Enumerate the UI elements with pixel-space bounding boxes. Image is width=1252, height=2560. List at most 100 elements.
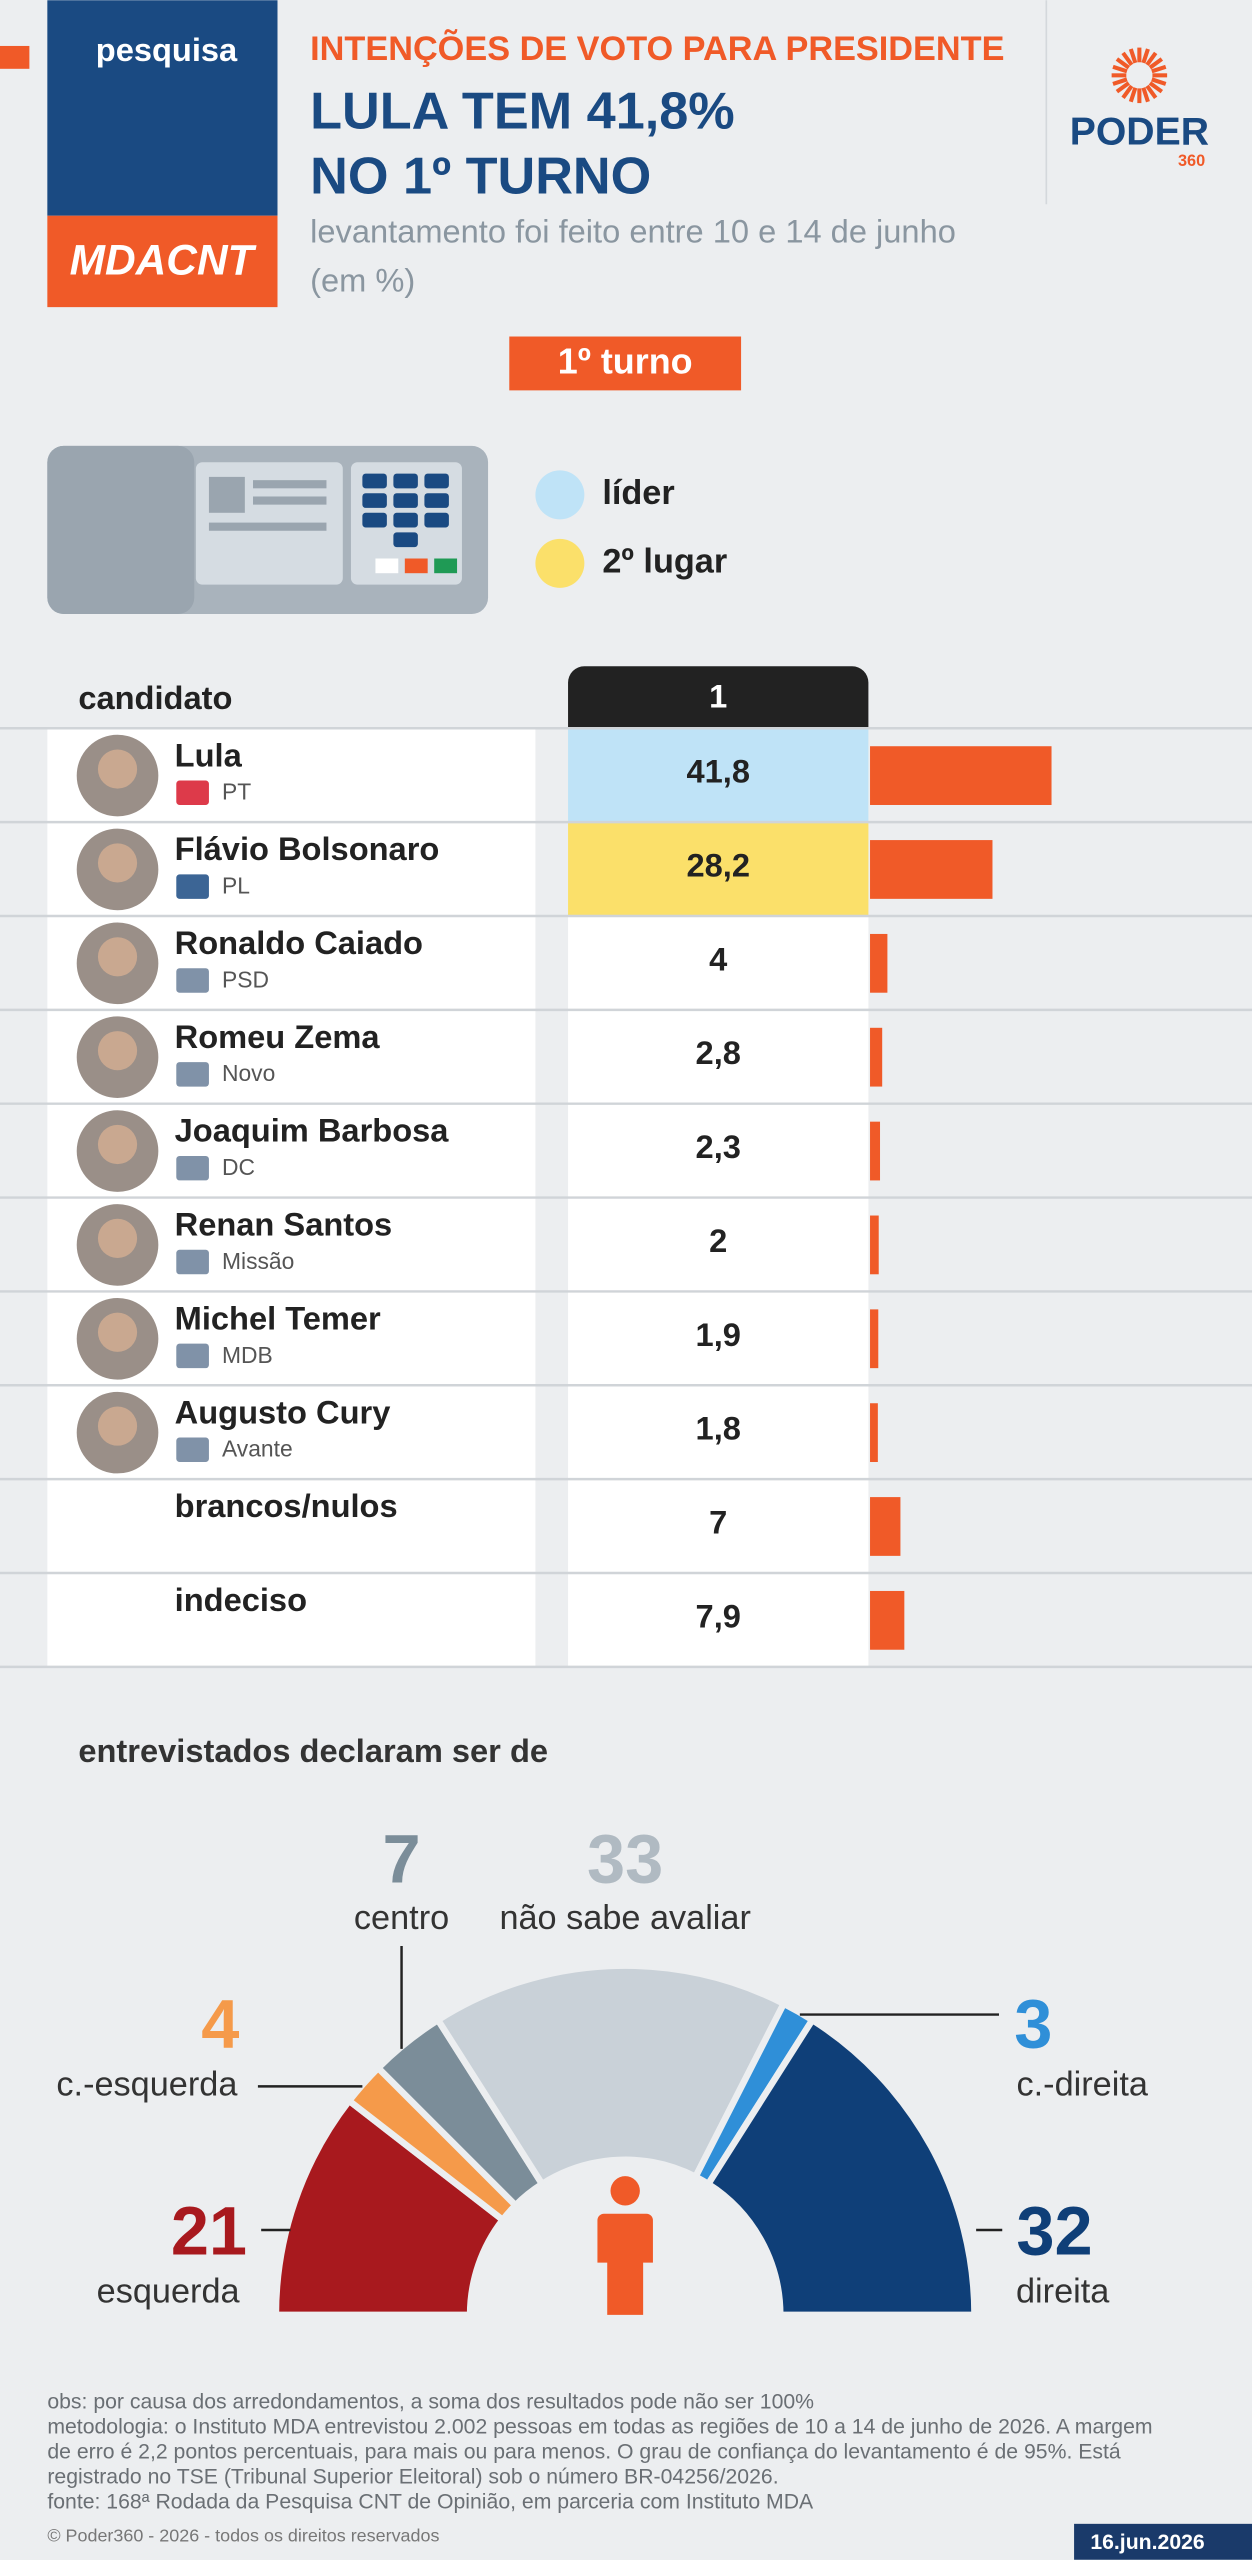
tag: pesquisa <box>96 31 238 68</box>
sun-ray <box>1121 51 1134 66</box>
round-column: 1 <box>709 678 727 715</box>
key <box>424 493 449 508</box>
value-label: 2,8 <box>696 1034 741 1071</box>
accent-tab <box>0 45 30 69</box>
key <box>424 512 449 528</box>
photo-face <box>97 1031 138 1071</box>
party-logo <box>176 780 209 805</box>
date: 16.jun.2026 <box>1090 2531 1205 2554</box>
bar <box>870 1590 905 1650</box>
screen-line <box>253 480 327 489</box>
candidate-name: Augusto Cury <box>175 1393 391 1430</box>
brand-box <box>47 215 278 308</box>
bar <box>870 1215 879 1275</box>
key <box>393 473 418 489</box>
key <box>393 532 418 548</box>
copyright: © Poder360 - 2026 - todos os direitos re… <box>47 2526 439 2546</box>
key-orange <box>404 558 428 574</box>
footer-note: metodologia: o Instituto MDA entrevistou… <box>47 2416 1152 2439</box>
person-icon <box>597 2176 653 2315</box>
photo-face <box>97 1312 138 1352</box>
segment <box>433 1962 789 2189</box>
value-cell <box>568 1103 869 1198</box>
ideology-title: entrevistados declaram ser de <box>78 1732 548 1769</box>
candidate-name: Ronaldo Caiado <box>175 924 423 961</box>
party-logo <box>176 968 209 993</box>
party-logo <box>176 1062 209 1087</box>
person-body <box>597 2213 653 2315</box>
value-label: 1,9 <box>696 1316 741 1353</box>
key-green <box>434 558 458 574</box>
title: NO 1º TURNO <box>310 148 651 206</box>
key <box>362 493 387 508</box>
screen-line <box>208 522 327 531</box>
logo: PODER <box>1070 110 1209 153</box>
candidate-name: Michel Temer <box>175 1299 381 1336</box>
party: Missão <box>222 1248 294 1274</box>
value-label: 4 <box>709 940 727 977</box>
party: Avante <box>222 1436 293 1462</box>
candidate-name: Renan Santos <box>175 1206 393 1243</box>
value-cell <box>568 915 869 1010</box>
sun-ray <box>1148 57 1164 70</box>
segment-label: c.-direita <box>1017 2065 1149 2103</box>
value-cell <box>568 1009 869 1104</box>
candidate-name: Lula <box>175 736 243 773</box>
segment-label: direita <box>1016 2273 1110 2311</box>
segment-value: 32 <box>1016 2193 1092 2270</box>
key <box>362 473 387 489</box>
segment <box>703 2015 978 2319</box>
party: MDB <box>222 1342 273 1368</box>
value-label: 7,9 <box>696 1597 741 1634</box>
value-cell <box>568 1197 869 1292</box>
value-label: 7 <box>709 1503 727 1540</box>
segment-label: não sabe avaliar <box>499 1899 750 1937</box>
screen-photo <box>208 476 245 513</box>
legend-label: líder <box>602 474 674 512</box>
title: LULA TEM 41,8% <box>310 82 735 140</box>
value-label: 1,8 <box>696 1410 741 1447</box>
segment <box>272 2096 508 2319</box>
footer-note: de erro é 2,2 pontos percentuais, para m… <box>47 2441 1121 2464</box>
round-box <box>509 336 742 391</box>
sun-ray <box>1121 84 1134 99</box>
brand: MDACNT <box>70 236 257 283</box>
segment-value: 3 <box>1014 1985 1052 2062</box>
footer-note: registrado no TSE (Tribunal Superior Ele… <box>47 2466 778 2489</box>
row-name: indeciso <box>175 1581 307 1618</box>
voting-machine <box>47 445 489 615</box>
key <box>424 473 449 489</box>
keys <box>362 473 449 548</box>
value-label: 28,2 <box>686 846 750 883</box>
party-logo <box>176 1249 209 1275</box>
sun-ray <box>1115 57 1131 70</box>
sun-ray <box>1145 51 1158 66</box>
round-label: 1º turno <box>558 341 693 382</box>
sun-ray <box>1151 77 1167 86</box>
party: Novo <box>222 1060 275 1086</box>
value-cell <box>568 1573 869 1667</box>
row-name: brancos/nulos <box>175 1487 398 1524</box>
party: PSD <box>222 966 269 992</box>
sun-ray <box>1151 64 1167 74</box>
screen-line <box>253 496 327 505</box>
bar <box>870 1497 901 1556</box>
round-header <box>568 666 869 729</box>
candidate-name: Joaquim Barbosa <box>175 1112 450 1149</box>
photo-face <box>97 1406 138 1446</box>
bar <box>870 1027 883 1087</box>
segment-value: 7 <box>382 1820 420 1897</box>
value-label: 2,3 <box>696 1128 741 1165</box>
value-cell <box>568 1479 869 1574</box>
sun-ray <box>1115 81 1131 94</box>
value-cell <box>568 1291 869 1386</box>
footer: obs: por causa dos arredondamentos, a so… <box>47 2391 1152 2514</box>
key <box>393 493 418 508</box>
value-label: 41,8 <box>686 753 750 790</box>
tag-box <box>47 0 278 216</box>
footer-note: fonte: 168ª Rodada da Pesquisa CNT de Op… <box>47 2491 814 2514</box>
value-cell <box>568 728 869 823</box>
party: PT <box>222 779 251 805</box>
